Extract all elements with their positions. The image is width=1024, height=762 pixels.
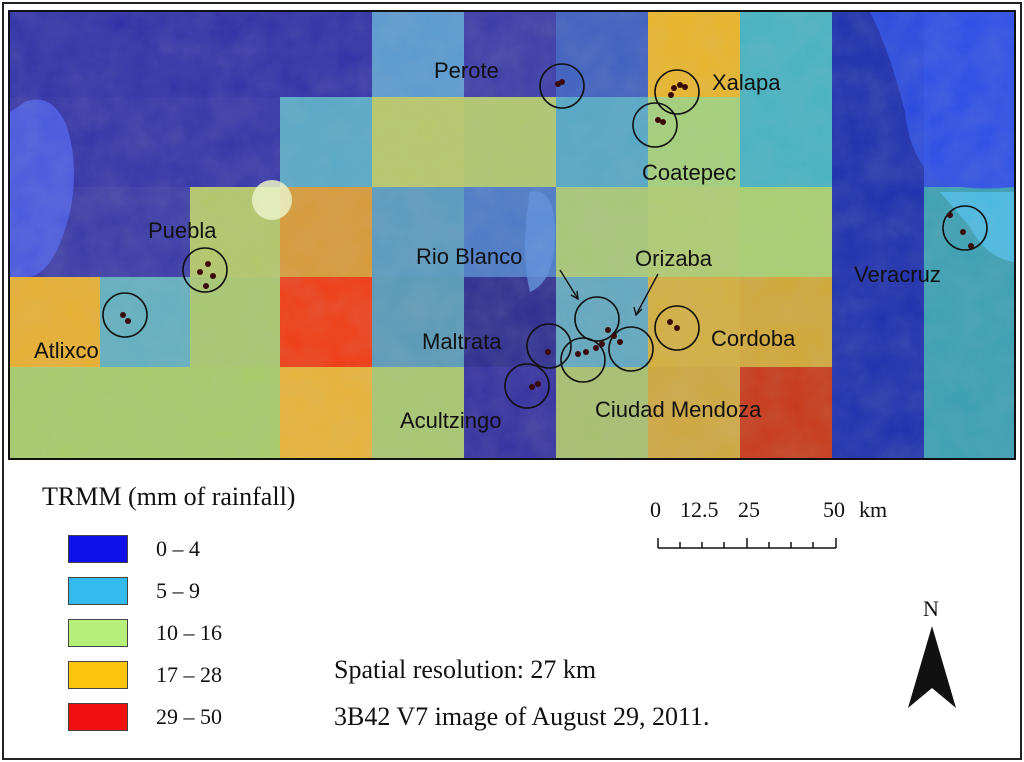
site-circle (654, 305, 700, 351)
legend-label: 0 – 4 (156, 536, 200, 561)
legend-swatch (68, 535, 128, 563)
legend-swatch (68, 619, 128, 647)
city-label-veracruz: Veracruz (854, 262, 941, 287)
city-label-ciudad-mendoza: Ciudad Mendoza (595, 397, 762, 422)
city-label-maltrata: Maltrata (422, 329, 502, 354)
legend-label: 29 – 50 (156, 704, 222, 729)
site-circle (560, 337, 606, 383)
leader-arrows (559, 269, 659, 317)
site-circle (574, 296, 620, 342)
city-label-coatepec: Coatepec (642, 160, 737, 185)
site-circle (654, 69, 700, 115)
site-circle (526, 323, 572, 369)
site-circle (608, 326, 654, 372)
legend-label: 10 – 16 (156, 620, 222, 645)
site-circle (504, 363, 550, 409)
site-circles (102, 63, 988, 409)
legend-label: 5 – 9 (156, 578, 200, 603)
site-circle (539, 63, 585, 109)
city-label-xalapa: Xalapa (712, 70, 781, 95)
map-raster (10, 12, 1014, 458)
legend-swatch (68, 577, 128, 605)
legend-label: 17 – 28 (156, 662, 222, 687)
city-label-orizaba: Orizaba (635, 246, 713, 271)
rainfall-map: Perote Xalapa Coatepec Puebla Rio Blanco… (8, 10, 1016, 460)
city-label-puebla: Puebla (148, 218, 217, 243)
site-circle (942, 205, 988, 251)
site-circle (182, 247, 228, 293)
site-circle (102, 292, 148, 338)
north-arrow-icon (908, 626, 956, 708)
site-circle (632, 102, 678, 148)
scale-bar (657, 538, 837, 549)
legend-title: TRMM (mm of rainfall) (42, 482, 296, 511)
image-note: 3B42 V7 image of August 29, 2011. (334, 702, 710, 731)
legend-swatch (68, 661, 128, 689)
city-label-cordoba: Cordoba (711, 326, 796, 351)
city-label-rio-blanco: Rio Blanco (416, 244, 523, 269)
scale-label-25: 25 (738, 497, 760, 522)
scale-label-50: 50 (823, 497, 845, 522)
site-dots (120, 79, 974, 390)
legend-swatch (68, 703, 128, 731)
city-label-acultzingo: Acultzingo (400, 408, 502, 433)
city-label-perote: Perote (434, 58, 499, 83)
scale-label-0: 0 (650, 497, 661, 522)
resolution-note: Spatial resolution: 27 km (334, 655, 597, 684)
city-label-atlixco: Atlixco (34, 338, 99, 363)
scale-label-12-5: 12.5 (680, 497, 719, 522)
north-label: N (923, 596, 939, 621)
scale-unit: km (859, 497, 888, 522)
